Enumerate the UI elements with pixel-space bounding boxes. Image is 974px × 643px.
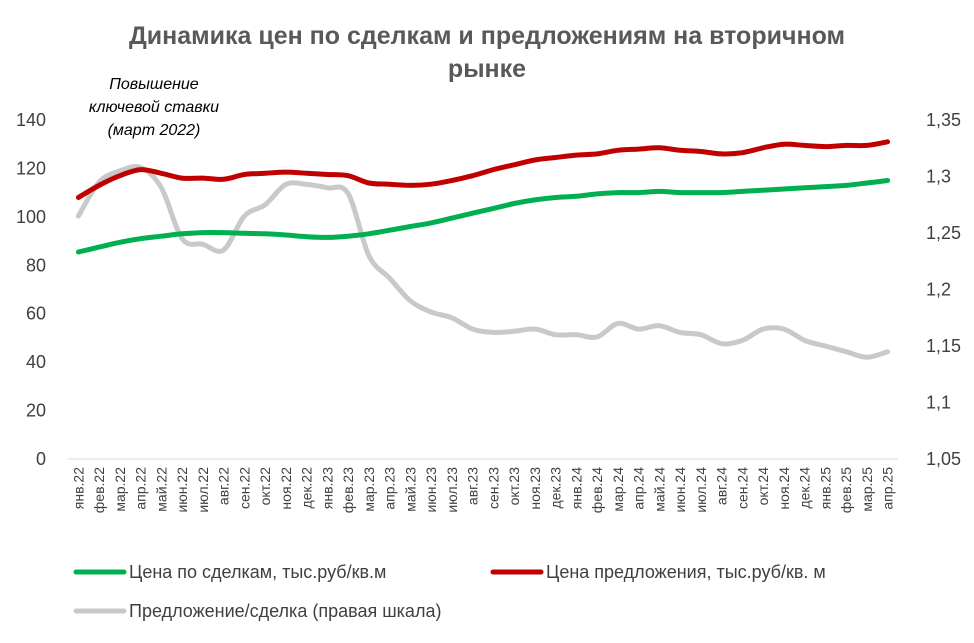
x-tick-label: апр.25 [880, 467, 896, 510]
x-tick-label: ноя.23 [527, 467, 543, 510]
right-y-tick-label: 1,1 [926, 393, 951, 413]
x-tick-label: янв.24 [568, 467, 584, 509]
x-tick-label: мар.24 [610, 467, 626, 512]
legend-item-offer-deal-ratio: Предложение/сделка (правая шкала) [73, 601, 441, 621]
x-tick-label: июн.24 [672, 467, 688, 513]
legend-label: Предложение/сделка (правая шкала) [129, 601, 441, 621]
x-tick-label: сен.24 [734, 467, 750, 509]
x-tick-label: фев.22 [91, 467, 107, 513]
right-y-tick-label: 1,15 [926, 336, 961, 356]
rate-hike-annotation: Повышение ключевой ставки (март 2022) [89, 76, 219, 139]
left-y-tick-label: 40 [26, 352, 46, 372]
x-tick-label: июн.23 [423, 467, 439, 513]
series-line-deal-price [75, 178, 891, 255]
x-tick-label: ноя.22 [278, 467, 294, 510]
x-tick-label: мар.23 [361, 467, 377, 512]
x-tick-label: фев.25 [838, 467, 854, 513]
x-tick-label: май.23 [402, 467, 418, 512]
x-tick-label: апр.22 [133, 467, 149, 510]
series-line-offer-deal-ratio [75, 163, 891, 360]
chart-title-line: Динамика цен по сделкам и предложениям н… [129, 22, 845, 50]
left-y-tick-label: 20 [26, 401, 46, 421]
annotation-line: (март 2022) [108, 122, 201, 139]
x-tick-label: авг.22 [216, 467, 232, 505]
right-y-tick-label: 1,3 [926, 167, 951, 187]
x-tick-label: окт.23 [506, 467, 522, 506]
x-axis: янв.22 фев.22 мар.22 апр.22 май.22 июн.22 июл.… [68, 458, 898, 513]
x-tick-label: сен.22 [236, 467, 252, 509]
right-y-tick-label: 1,25 [926, 223, 961, 243]
x-tick-label: янв.23 [319, 467, 335, 509]
x-tick-label: июл.24 [693, 467, 709, 513]
left-y-axis: 0 20 40 60 80 100 120 140 [16, 110, 46, 469]
x-tick-label: дек.24 [797, 467, 813, 509]
left-y-tick-label: 60 [26, 304, 46, 324]
x-tick-label: авг.24 [714, 467, 730, 505]
legend-label: Цена предложения, тыс.руб/кв. м [546, 562, 826, 582]
left-y-tick-label: 120 [16, 158, 46, 178]
right-y-tick-label: 1,05 [926, 449, 961, 469]
left-y-tick-label: 100 [16, 207, 46, 227]
x-tick-label: апр.24 [631, 467, 647, 510]
x-tick-label: янв.25 [817, 467, 833, 509]
x-tick-label: июн.22 [174, 467, 190, 513]
legend-item-offer-price: Цена предложения, тыс.руб/кв. м [490, 562, 826, 582]
legend-label: Цена по сделкам, тыс.руб/кв.м [129, 562, 386, 582]
x-tick-label: июл.22 [195, 467, 211, 513]
left-y-tick-label: 80 [26, 255, 46, 275]
x-tick-label: сен.23 [485, 467, 501, 509]
x-tick-label: июл.23 [444, 467, 460, 513]
left-y-tick-label: 140 [16, 110, 46, 130]
right-y-tick-label: 1,2 [926, 280, 951, 300]
x-tick-label: окт.22 [257, 467, 273, 506]
x-tick-label: ноя.24 [776, 467, 792, 510]
x-tick-label: фев.23 [340, 467, 356, 513]
right-y-axis: 1,05 1,1 1,15 1,2 1,25 1,3 1,35 [926, 110, 961, 469]
chart-title: Динамика цен по сделкам и предложениям н… [129, 22, 845, 83]
x-tick-label: фев.24 [589, 467, 605, 513]
annotation-line: ключевой ставки [89, 99, 219, 116]
series-line-offer-price [75, 139, 891, 200]
x-tick-label: дек.23 [548, 467, 564, 509]
x-tick-label: авг.23 [465, 467, 481, 505]
legend-item-deal-price: Цена по сделкам, тыс.руб/кв.м [73, 562, 386, 582]
x-tick-label: апр.23 [382, 467, 398, 510]
x-tick-label: май.22 [153, 467, 169, 512]
x-tick-label: май.24 [651, 467, 667, 512]
x-tick-label: дек.22 [299, 467, 315, 509]
left-y-tick-label: 0 [36, 449, 46, 469]
x-tick-label: янв.22 [70, 467, 86, 509]
x-tick-label: мар.22 [112, 467, 128, 512]
x-tick-label: мар.25 [859, 467, 875, 512]
x-tick-label: окт.24 [755, 467, 771, 506]
legend: Цена по сделкам, тыс.руб/кв.м Цена предло… [73, 562, 826, 621]
series-lines [75, 139, 891, 360]
annotation-line: Повышение [109, 76, 199, 93]
chart-title-line: рынке [448, 55, 526, 83]
right-y-tick-label: 1,35 [926, 110, 961, 130]
